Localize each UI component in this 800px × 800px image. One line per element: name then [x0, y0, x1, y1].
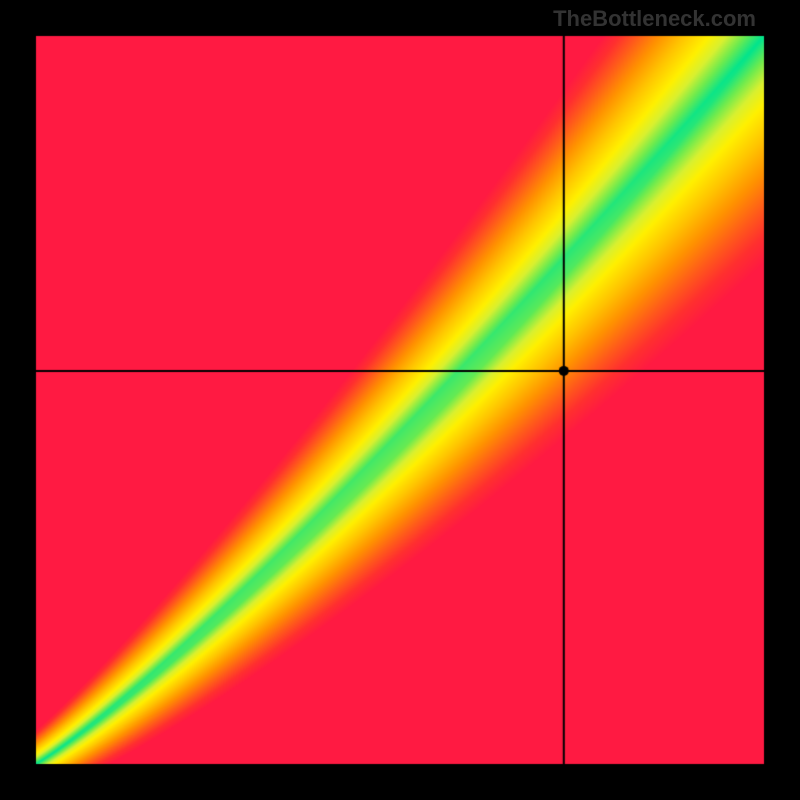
- chart-container: TheBottleneck.com: [0, 0, 800, 800]
- bottleneck-heatmap: [0, 0, 800, 800]
- watermark-text: TheBottleneck.com: [553, 6, 756, 32]
